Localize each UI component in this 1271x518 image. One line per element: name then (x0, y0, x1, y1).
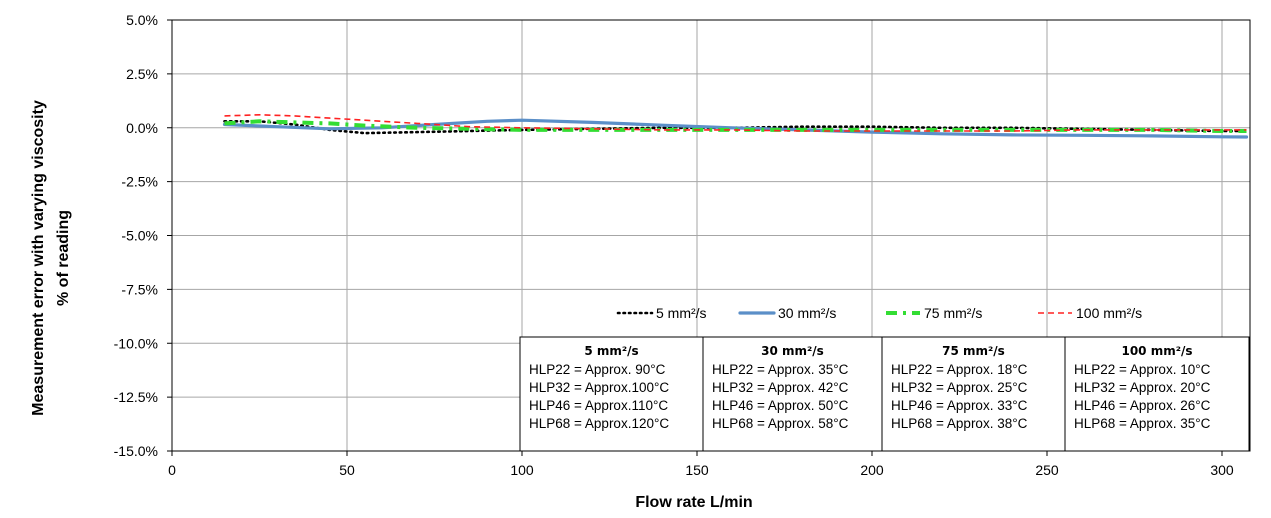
table-cell-1-3: HLP68 = Approx. 58°C (712, 416, 849, 431)
y-tick-label-1: 2.5% (126, 66, 158, 82)
legend-label-2: 75 mm²/s (924, 305, 982, 321)
x-axis-ticks: 0 50 100 150 200 250 300 (168, 451, 1234, 478)
table-cell-3-2: HLP46 = Approx. 26°C (1074, 398, 1211, 413)
table-cell-0-2: HLP46 = Approx.110°C (529, 398, 668, 413)
x-tick-label-4: 200 (860, 462, 884, 478)
x-tick-label-6: 300 (1210, 462, 1234, 478)
table-cell-0-3: HLP68 = Approx.120°C (529, 416, 669, 431)
table-frame (519, 336, 1250, 452)
table-cell-1-2: HLP46 = Approx. 50°C (712, 398, 849, 413)
viscosity-temperature-table: 5 mm²/s HLP22 = Approx. 90°C HLP32 = Appro… (519, 336, 1250, 452)
y-tick-label-6: -10.0% (114, 335, 158, 351)
table-cell-2-1: HLP32 = Approx. 25°C (891, 380, 1028, 395)
y-axis-title-line-1: Measurement error with varying viscosity (30, 100, 47, 416)
table-cell-1-0: HLP22 = Approx. 35°C (712, 362, 849, 377)
y-tick-label-3: -2.5% (121, 174, 158, 190)
table-cell-2-0: HLP22 = Approx. 18°C (891, 362, 1028, 377)
x-tick-label-1: 50 (339, 462, 355, 478)
x-tick-label-5: 250 (1035, 462, 1059, 478)
table-cell-0-1: HLP32 = Approx.100°C (529, 380, 669, 395)
series-line-3 (224, 114, 1247, 132)
legend: 5 mm²/s 30 mm²/s 75 mm²/s 100 mm²/s (616, 305, 1142, 321)
table-header-2: 75 mm²/s (942, 344, 1005, 358)
table-cell-2-3: HLP68 = Approx. 38°C (891, 416, 1028, 431)
legend-label-3: 100 mm²/s (1076, 305, 1142, 321)
table-cell-0-0: HLP22 = Approx. 90°C (529, 362, 666, 377)
table-cell-2-2: HLP46 = Approx. 33°C (891, 398, 1028, 413)
x-tick-label-0: 0 (168, 462, 176, 478)
table-cell-1-1: HLP32 = Approx. 42°C (712, 380, 849, 395)
x-tick-label-2: 100 (510, 462, 534, 478)
x-tick-label-3: 150 (685, 462, 709, 478)
table-header-1: 30 mm²/s (761, 344, 824, 358)
x-axis-title: Flow rate L/min (635, 494, 752, 511)
table-cell-3-0: HLP22 = Approx. 10°C (1074, 362, 1211, 377)
y-tick-label-0: 5.0% (126, 12, 158, 28)
table-cell-3-1: HLP32 = Approx. 20°C (1074, 380, 1211, 395)
y-axis-title-line-2: % of reading (55, 210, 72, 306)
y-axis-ticks: 5.0% 2.5% 0.0% -2.5% -5.0% -7.5% -10.0% -12.5% -… (114, 12, 172, 459)
table-header-0: 5 mm²/s (584, 344, 638, 358)
table-header-3: 100 mm²/s (1121, 344, 1192, 358)
legend-label-1: 30 mm²/s (778, 305, 836, 321)
table-cell-3-3: HLP68 = Approx. 35°C (1074, 416, 1211, 431)
y-tick-label-7: -12.5% (114, 389, 158, 405)
y-tick-label-2: 0.0% (126, 120, 158, 136)
series-line-2 (224, 119, 1247, 133)
y-axis-title: Measurement error with varying viscosity (30, 100, 47, 416)
y-tick-label-5: -7.5% (121, 281, 158, 297)
y-tick-label-4: -5.0% (121, 228, 158, 244)
legend-label-0: 5 mm²/s (656, 305, 707, 321)
y-axis-title-line-2-text: % of reading (55, 210, 72, 306)
y-tick-label-8: -15.0% (114, 443, 158, 459)
series-lines (222, 114, 1249, 139)
